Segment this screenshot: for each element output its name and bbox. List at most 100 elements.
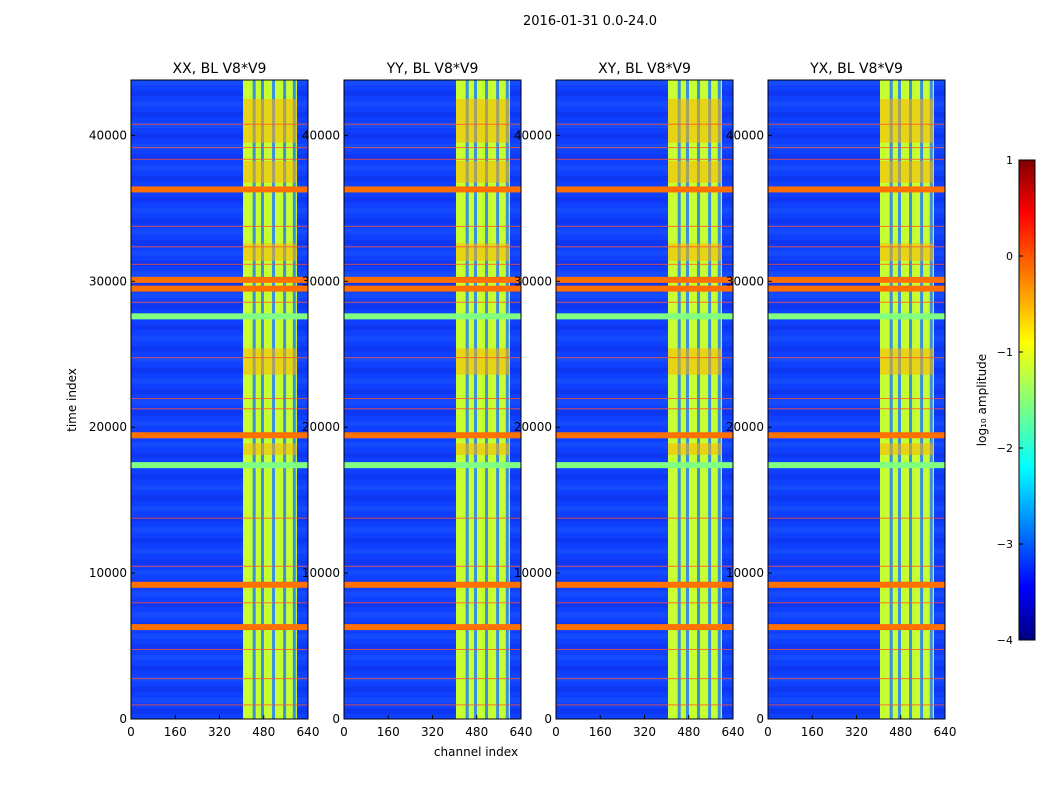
flagged-row-green (344, 462, 521, 469)
thin-flag-line (344, 704, 521, 706)
band-gap-stripe (292, 80, 296, 719)
heatmap-texture (131, 175, 308, 182)
heatmap-texture (344, 506, 521, 512)
heatmap-texture (768, 80, 945, 86)
heatmap-texture (131, 250, 308, 256)
heatmap-texture (344, 111, 521, 118)
heatmap-texture (344, 559, 521, 565)
hot-patch (668, 443, 722, 455)
band-gap-stripe (929, 80, 933, 719)
band-gap-stripe (283, 80, 287, 719)
thin-flag-line (556, 225, 733, 227)
heatmap-texture (768, 697, 945, 704)
hot-patch (668, 160, 722, 183)
heatmap-texture (131, 90, 308, 96)
thin-flag-line (768, 517, 945, 519)
heatmap-texture (768, 506, 945, 512)
thin-flag-line (768, 648, 945, 650)
heatmap-texture (556, 378, 733, 384)
heatmap-texture (768, 165, 945, 171)
heatmap-texture (344, 548, 521, 554)
heatmap-texture (344, 261, 521, 267)
x-tick-label: 480 (889, 725, 912, 739)
heatmap-texture (556, 197, 733, 203)
heatmap-texture (344, 665, 521, 672)
hot-patch (243, 348, 297, 375)
heatmap-texture (556, 143, 733, 150)
heatmap-texture (344, 601, 521, 608)
heatmap-texture (768, 335, 945, 341)
flagged-row-green (344, 313, 521, 320)
band-gap-stripe (889, 80, 893, 719)
y-tick-label: 20000 (302, 420, 340, 434)
heatmap-texture (768, 484, 945, 491)
colorbar-tick-label: 0 (1006, 250, 1013, 263)
heatmap-texture (556, 452, 733, 459)
heatmap-texture (131, 388, 308, 395)
heatmap-texture (344, 388, 521, 395)
heatmap-texture (556, 165, 733, 171)
heatmap-texture (131, 474, 308, 480)
heatmap-texture (556, 154, 733, 160)
thin-flag-line (131, 648, 308, 650)
heatmap-texture (131, 356, 308, 363)
thin-flag-line (131, 678, 308, 680)
y-tick-label: 40000 (302, 128, 340, 142)
band-gap-stripe (505, 80, 509, 719)
heatmap-texture (344, 708, 521, 714)
heatmap-texture (131, 218, 308, 224)
hot-patch (243, 443, 297, 455)
heatmap-texture (556, 346, 733, 352)
heatmap-texture (768, 452, 945, 459)
flagged-row-orange (768, 624, 945, 631)
heatmap-texture (556, 90, 733, 96)
flagged-row-orange (556, 276, 733, 283)
heatmap-texture (768, 324, 945, 331)
heatmap-texture (344, 229, 521, 235)
heatmap-texture (556, 516, 733, 522)
thin-flag-line (556, 602, 733, 604)
y-tick-label: 30000 (89, 274, 127, 288)
thin-flag-line (344, 357, 521, 359)
heatmap-texture (768, 399, 945, 405)
heatmap-texture (344, 687, 521, 693)
flagged-row-orange (344, 186, 521, 193)
heatmap-texture (768, 527, 945, 533)
flagged-row-green (131, 462, 308, 469)
thin-flag-line (131, 517, 308, 519)
heatmap-texture (768, 633, 945, 640)
heatmap-texture (131, 207, 308, 214)
heatmap-texture (344, 697, 521, 704)
heatmap-texture (556, 218, 733, 224)
heatmap-texture (556, 697, 733, 704)
x-tick-label: 160 (164, 725, 187, 739)
heatmap-texture (344, 591, 521, 597)
flagged-row-orange (131, 186, 308, 193)
y-tick-label: 20000 (89, 420, 127, 434)
heatmap-texture (556, 324, 733, 331)
heatmap-texture (768, 229, 945, 235)
thin-flag-line (131, 408, 308, 410)
thin-flag-line (768, 147, 945, 149)
heatmap-texture (556, 633, 733, 640)
heatmap-texture (344, 175, 521, 182)
band-gap-stripe (260, 80, 264, 719)
thin-flag-line (556, 678, 733, 680)
hot-patch (880, 348, 934, 375)
heatmap-texture (768, 537, 945, 544)
heatmap-texture (556, 548, 733, 554)
band-gap-stripe (465, 80, 469, 719)
thin-flag-line (344, 123, 521, 125)
band-gap-stripe (697, 80, 701, 719)
heatmap-texture (344, 655, 521, 661)
heatmap-texture (556, 80, 733, 86)
x-tick-label: 640 (297, 725, 320, 739)
heatmap-texture (556, 175, 733, 182)
heatmap-texture (556, 474, 733, 480)
flagged-row-orange (344, 624, 521, 631)
heatmap-texture (768, 708, 945, 714)
y-tick-label: 30000 (514, 274, 552, 288)
y-tick-label: 30000 (302, 274, 340, 288)
heatmap-texture (768, 516, 945, 522)
hot-patch (456, 243, 510, 261)
